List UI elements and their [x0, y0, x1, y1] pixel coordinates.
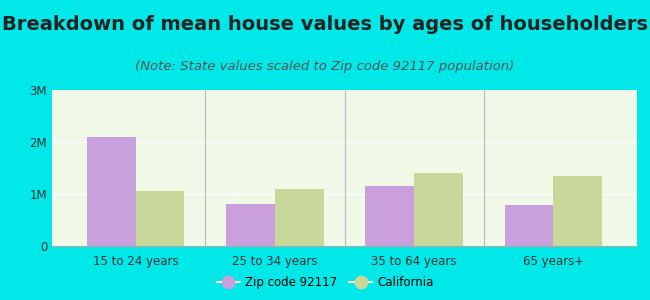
Bar: [504, 206, 553, 246]
Bar: [275, 189, 324, 246]
Text: (Note: State values scaled to Zip code 92117 population): (Note: State values scaled to Zip code 9…: [135, 60, 515, 73]
Bar: [226, 204, 275, 246]
Text: Breakdown of mean house values by ages of householders: Breakdown of mean house values by ages o…: [2, 15, 648, 34]
Bar: [553, 176, 602, 246]
Bar: [87, 137, 136, 246]
Legend: Zip code 92117, California: Zip code 92117, California: [212, 272, 438, 294]
Bar: [365, 186, 414, 246]
Bar: [414, 173, 463, 246]
Bar: [136, 191, 185, 246]
